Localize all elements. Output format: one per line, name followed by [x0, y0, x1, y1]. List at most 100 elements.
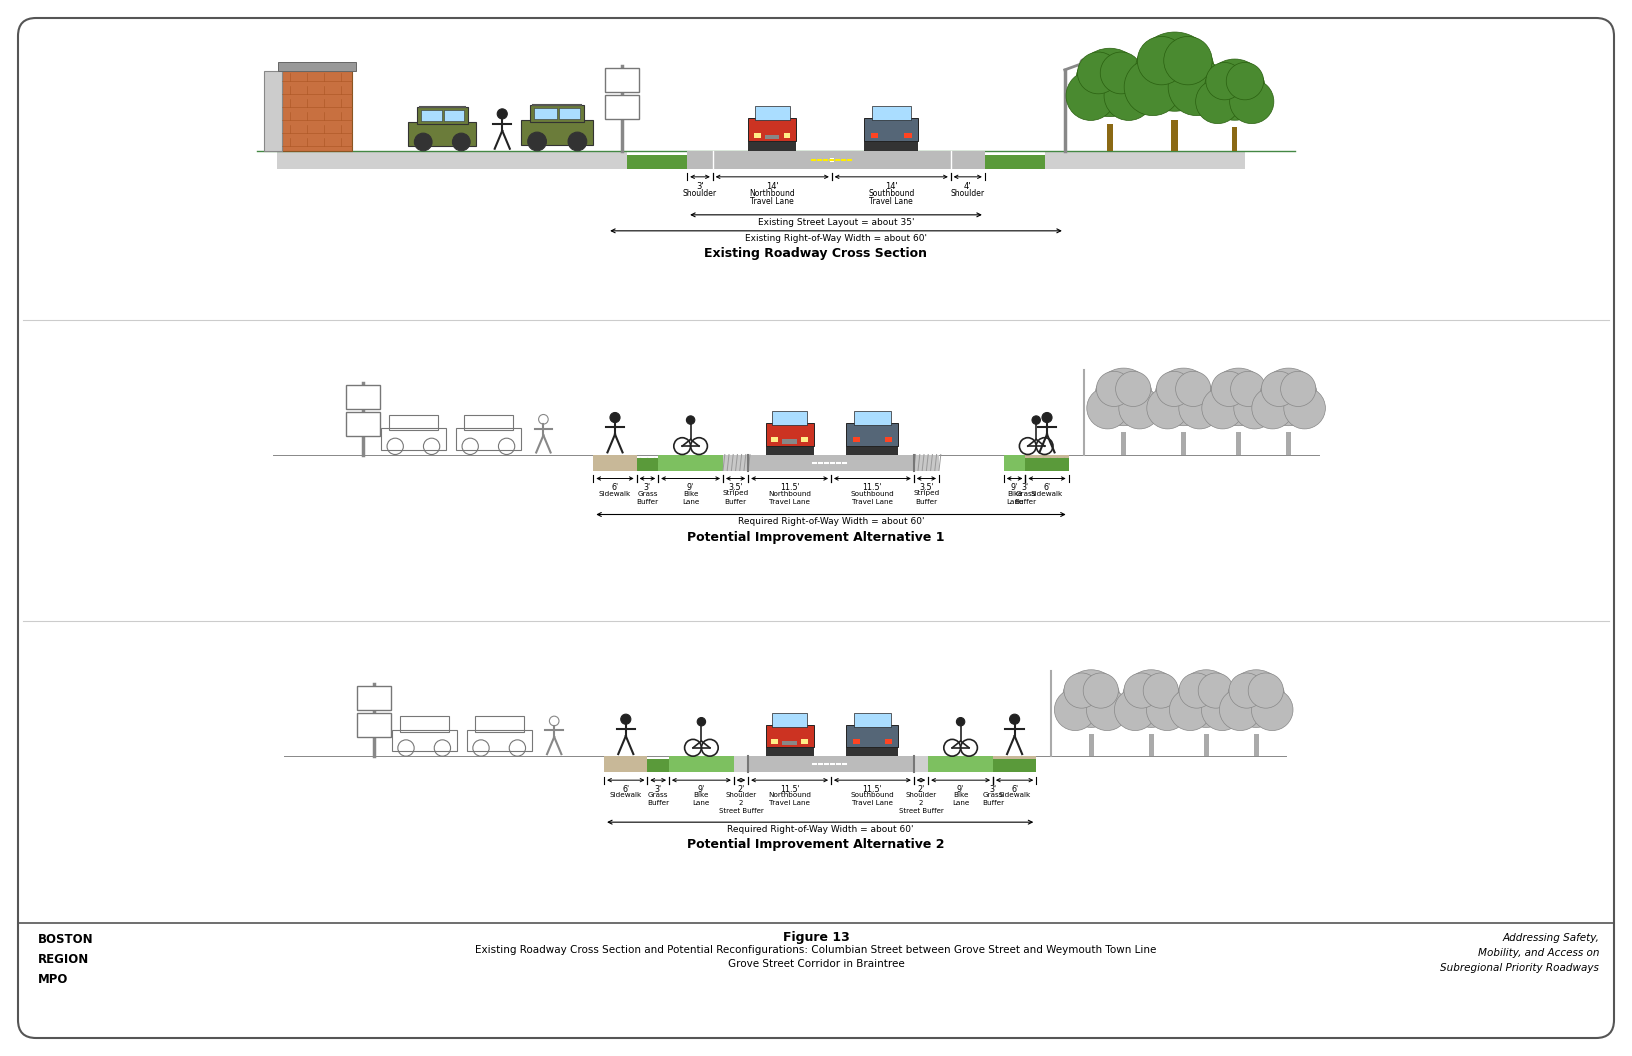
Circle shape [1116, 372, 1151, 407]
Bar [765, 423, 814, 446]
Bar [264, 71, 282, 151]
Text: Required Right-of-Way Width = about 60': Required Right-of-Way Width = about 60' [738, 517, 924, 527]
Text: Sidewalk: Sidewalk [1031, 490, 1062, 496]
Circle shape [1147, 388, 1188, 429]
Circle shape [1155, 369, 1213, 426]
Bar [560, 108, 579, 119]
Bar [1204, 734, 1209, 756]
Text: 9': 9' [698, 786, 705, 794]
Text: Buffer: Buffer [916, 498, 937, 505]
Circle shape [415, 133, 432, 151]
Bar [992, 756, 1036, 772]
Bar [534, 108, 557, 119]
Circle shape [1201, 388, 1244, 429]
Circle shape [1041, 413, 1053, 422]
Bar [346, 384, 380, 409]
Bar [914, 454, 938, 471]
Circle shape [1227, 670, 1284, 728]
Bar [914, 756, 929, 772]
Circle shape [1080, 59, 1089, 67]
Bar [392, 730, 457, 751]
Text: 9': 9' [1010, 484, 1018, 492]
Circle shape [1252, 689, 1293, 731]
Circle shape [1252, 388, 1294, 429]
Text: 3': 3' [645, 484, 651, 492]
Circle shape [1177, 670, 1235, 728]
Text: Northbound: Northbound [769, 792, 811, 798]
Bar [747, 118, 796, 142]
Bar [865, 142, 919, 151]
Circle shape [663, 759, 669, 767]
Circle shape [1097, 372, 1131, 407]
Bar [357, 686, 392, 711]
Bar [346, 412, 380, 435]
Circle shape [620, 714, 632, 724]
FancyBboxPatch shape [18, 18, 1614, 1038]
Text: 3': 3' [654, 786, 661, 794]
Bar [723, 454, 747, 471]
Text: Existing Street Layout = about 35': Existing Street Layout = about 35' [757, 218, 914, 227]
Circle shape [1087, 388, 1128, 429]
Text: Travel Lane: Travel Lane [751, 196, 795, 206]
Circle shape [1284, 388, 1325, 429]
Circle shape [1209, 369, 1268, 426]
Circle shape [1157, 372, 1191, 407]
Circle shape [648, 759, 654, 767]
Bar [1172, 120, 1178, 151]
Text: Street Buffer: Street Buffer [899, 808, 943, 814]
Bar [357, 713, 392, 737]
Text: 11.5': 11.5' [780, 484, 800, 492]
Text: Bike: Bike [953, 792, 968, 798]
Bar [865, 118, 919, 142]
Bar [847, 446, 898, 454]
Bar [463, 415, 512, 430]
Bar [754, 133, 761, 138]
Text: Buffer: Buffer [648, 800, 669, 806]
Bar [1232, 127, 1237, 151]
Text: Grass: Grass [982, 792, 1004, 798]
Circle shape [1204, 59, 1265, 120]
Bar [783, 133, 790, 138]
Text: Existing Roadway Cross Section: Existing Roadway Cross Section [705, 247, 927, 260]
Text: 3.5': 3.5' [728, 484, 743, 492]
Bar [1235, 432, 1240, 454]
Text: Shoulder: Shoulder [682, 189, 716, 197]
Text: 9': 9' [687, 484, 694, 492]
Circle shape [1198, 673, 1234, 709]
Text: Grass: Grass [636, 490, 658, 496]
Circle shape [1084, 673, 1118, 709]
Bar [772, 411, 806, 425]
Circle shape [498, 109, 508, 119]
Bar [282, 71, 353, 151]
Bar [847, 748, 898, 756]
Text: Buffer: Buffer [636, 498, 658, 505]
Bar [1044, 151, 1245, 169]
Bar [829, 157, 834, 162]
Bar [1004, 454, 1069, 471]
Circle shape [1075, 49, 1144, 116]
Circle shape [651, 458, 658, 465]
Circle shape [1077, 52, 1120, 94]
Circle shape [654, 759, 663, 767]
Bar [277, 62, 356, 71]
Circle shape [1040, 458, 1046, 465]
Bar [984, 155, 1044, 169]
Circle shape [1136, 32, 1214, 111]
Bar [475, 716, 524, 732]
Circle shape [663, 155, 669, 163]
Bar [1025, 457, 1069, 471]
Text: Travel Lane: Travel Lane [769, 498, 809, 505]
Text: Figure 13: Figure 13 [783, 931, 849, 944]
Circle shape [1007, 759, 1015, 767]
Text: 11.5': 11.5' [863, 786, 883, 794]
Bar [669, 756, 734, 772]
Text: 6': 6' [1043, 484, 1051, 492]
Circle shape [1120, 388, 1160, 429]
Text: Grove Street Corridor in Braintree: Grove Street Corridor in Braintree [728, 959, 904, 969]
Text: 3': 3' [697, 182, 703, 191]
Bar [929, 756, 992, 772]
Text: Travel Lane: Travel Lane [769, 800, 809, 806]
Circle shape [1028, 759, 1035, 767]
Bar [801, 437, 808, 442]
Text: 2: 2 [739, 800, 743, 806]
